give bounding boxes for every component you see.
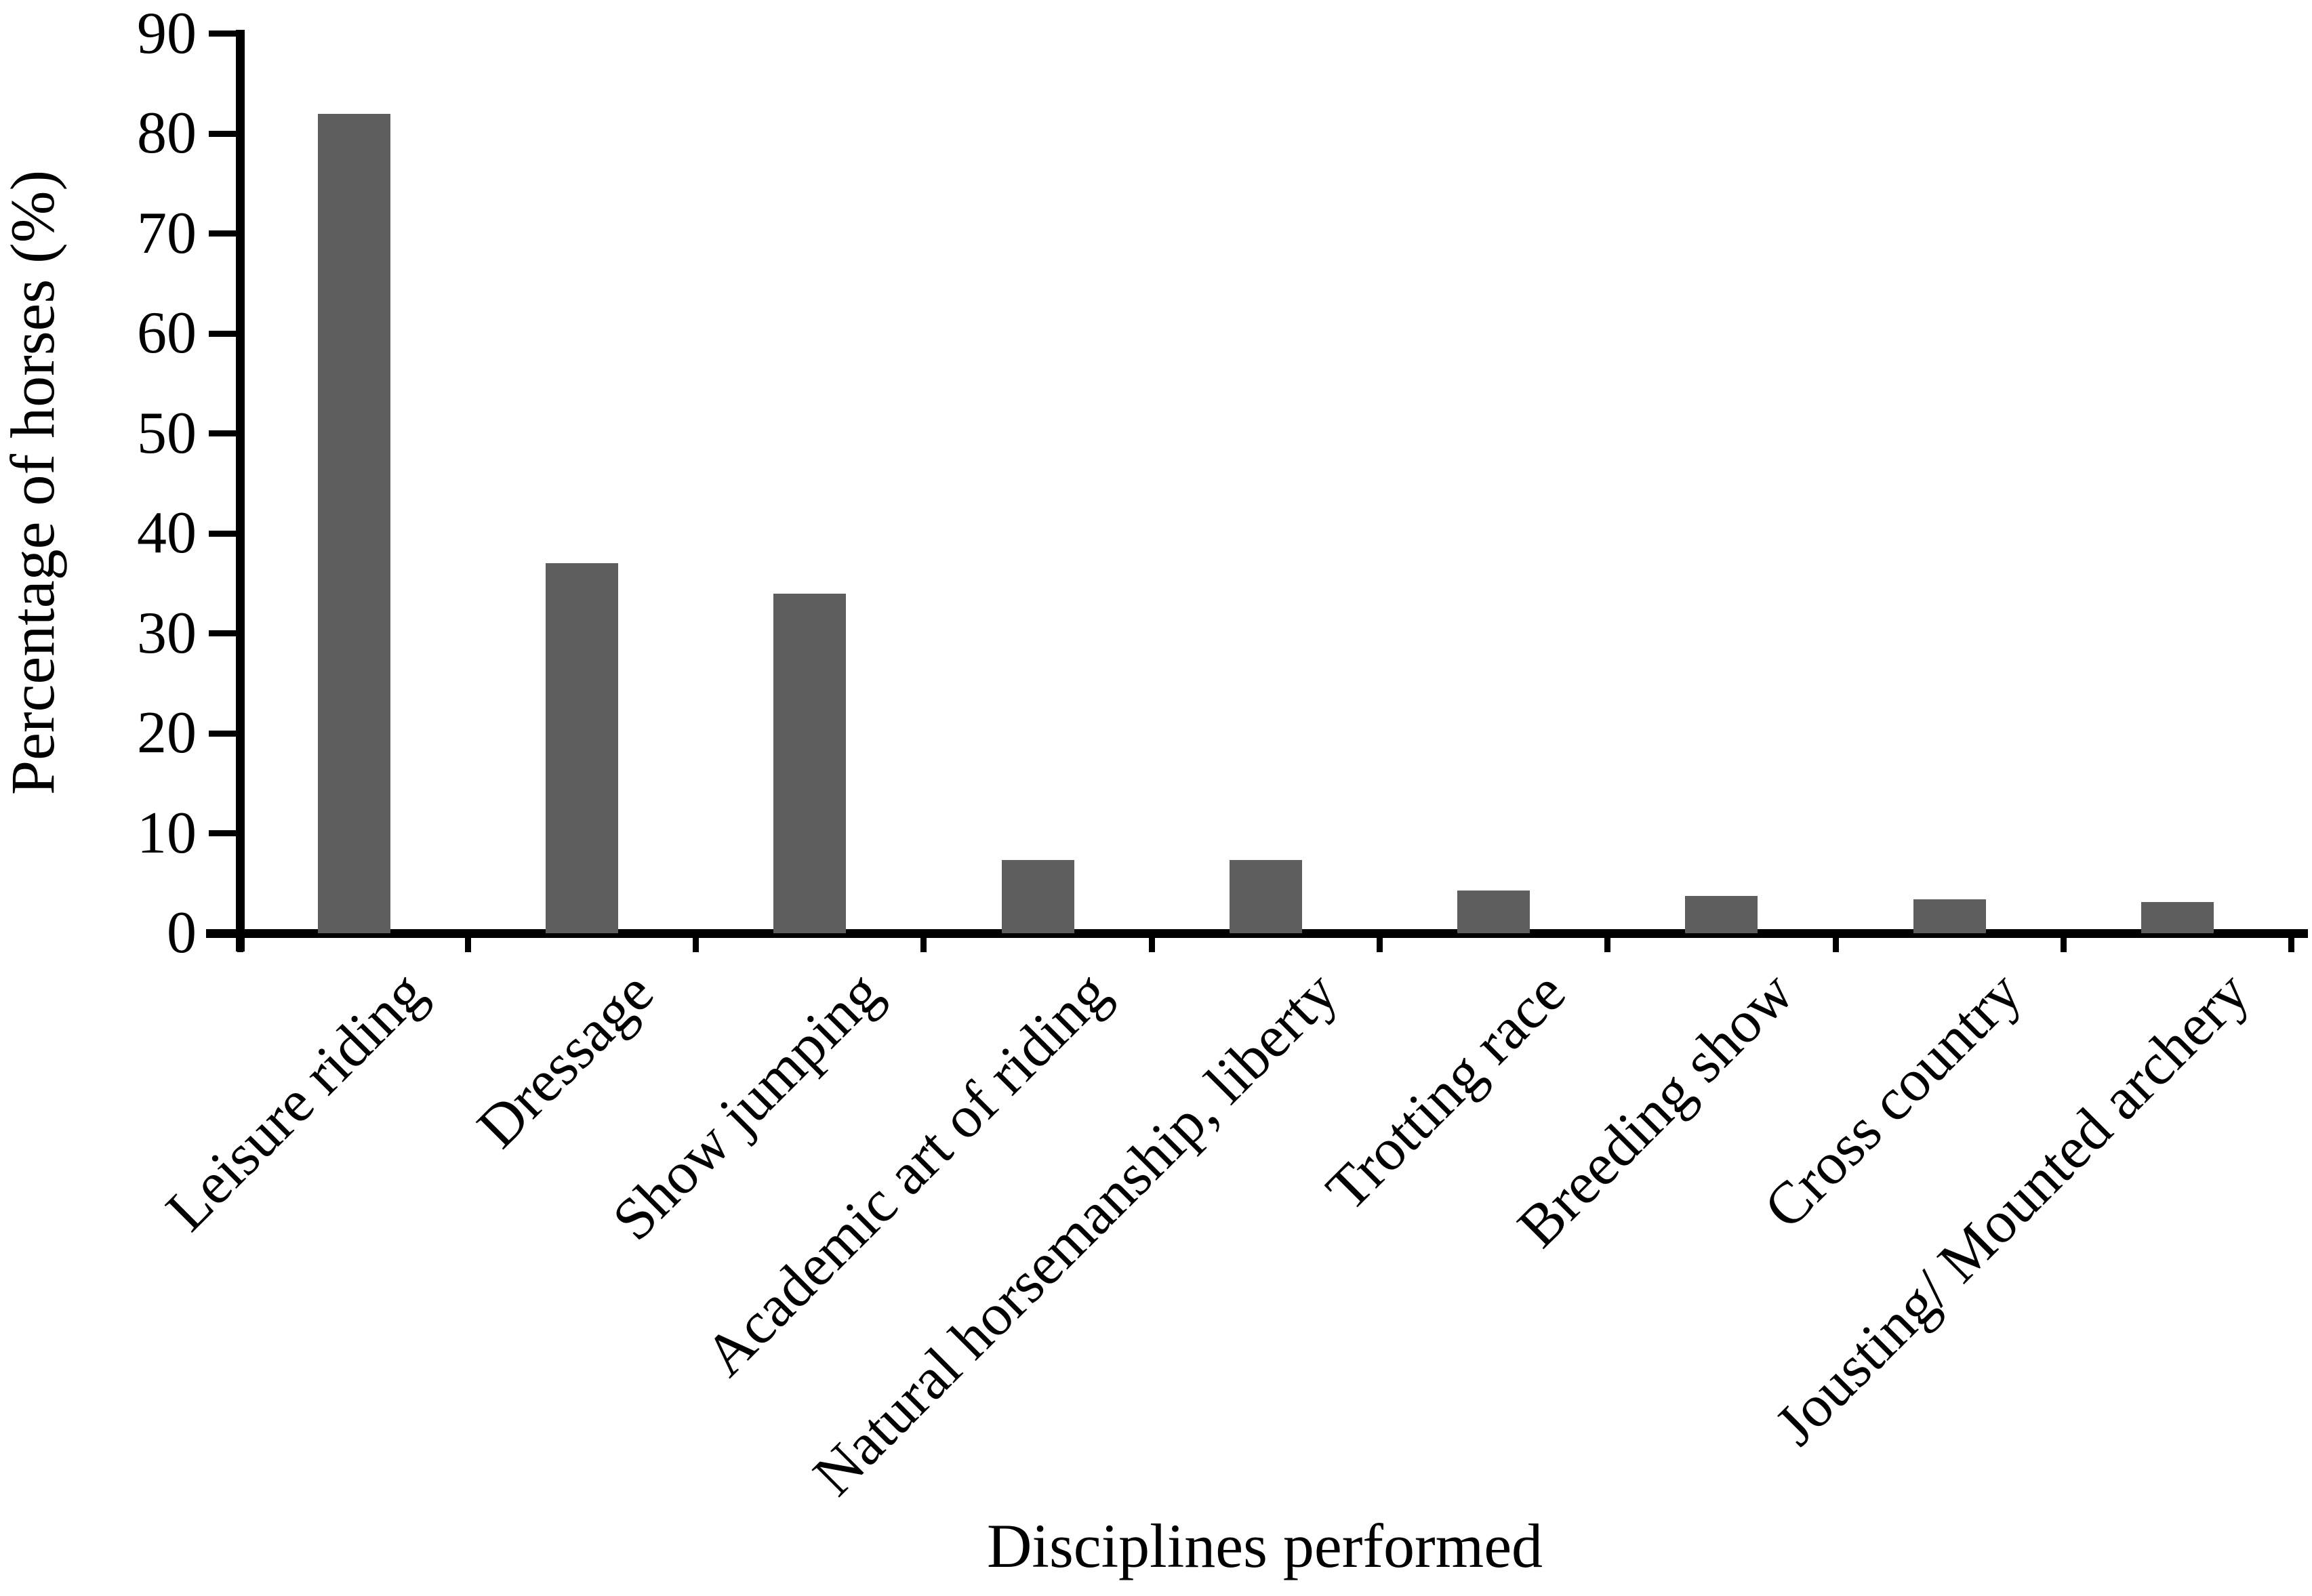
y-axis-tick xyxy=(209,330,240,337)
bar xyxy=(317,113,390,933)
y-axis-tick xyxy=(209,930,240,937)
bar xyxy=(1685,896,1758,933)
x-axis-tick xyxy=(1377,933,1383,952)
x-axis-tick xyxy=(1832,933,1839,952)
y-tick-label: 40 xyxy=(137,500,197,566)
y-axis-line xyxy=(236,30,245,952)
y-axis-tick xyxy=(209,30,240,37)
y-axis-tick xyxy=(209,530,240,537)
x-axis-tick xyxy=(693,933,699,952)
bar xyxy=(1229,860,1302,933)
y-tick-label: 80 xyxy=(137,100,197,166)
y-axis-tick xyxy=(209,430,240,436)
x-axis-tick xyxy=(1604,933,1611,952)
bar xyxy=(773,593,847,933)
y-tick-label: 0 xyxy=(167,900,197,966)
y-axis-tick xyxy=(209,730,240,737)
x-axis-tick xyxy=(2288,933,2295,952)
y-axis-title: Percentage of horses (%) xyxy=(0,169,67,796)
x-category-label: Dressage xyxy=(465,959,666,1161)
bar xyxy=(1913,899,1986,933)
x-category-label: Leisure riding xyxy=(154,959,439,1244)
y-tick-label: 30 xyxy=(137,600,197,666)
bar xyxy=(1001,860,1074,933)
y-tick-label: 50 xyxy=(137,400,197,466)
y-axis-tick xyxy=(209,630,240,636)
y-axis-tick xyxy=(209,230,240,237)
x-axis-tick xyxy=(237,933,243,952)
bar xyxy=(1457,890,1530,933)
x-axis-tick xyxy=(920,933,927,952)
bar xyxy=(545,563,618,933)
x-category-label: Jousting/ Mounted archery xyxy=(1763,959,2262,1458)
y-axis-tick xyxy=(209,830,240,836)
x-axis-tick xyxy=(464,933,471,952)
y-axis-tick xyxy=(209,130,240,137)
x-axis-title: Disciplines performed xyxy=(986,1511,1543,1580)
x-axis-tick xyxy=(1148,933,1155,952)
x-axis-tick xyxy=(2060,933,2067,952)
bar xyxy=(2141,902,2214,933)
y-tick-label: 60 xyxy=(137,300,197,366)
y-tick-label: 70 xyxy=(137,200,197,266)
y-tick-label: 90 xyxy=(137,0,197,66)
x-axis-line xyxy=(206,929,2308,938)
y-tick-label: 20 xyxy=(137,700,197,766)
x-category-label: Academic art of riding xyxy=(692,959,1122,1389)
y-tick-label: 10 xyxy=(137,800,197,866)
